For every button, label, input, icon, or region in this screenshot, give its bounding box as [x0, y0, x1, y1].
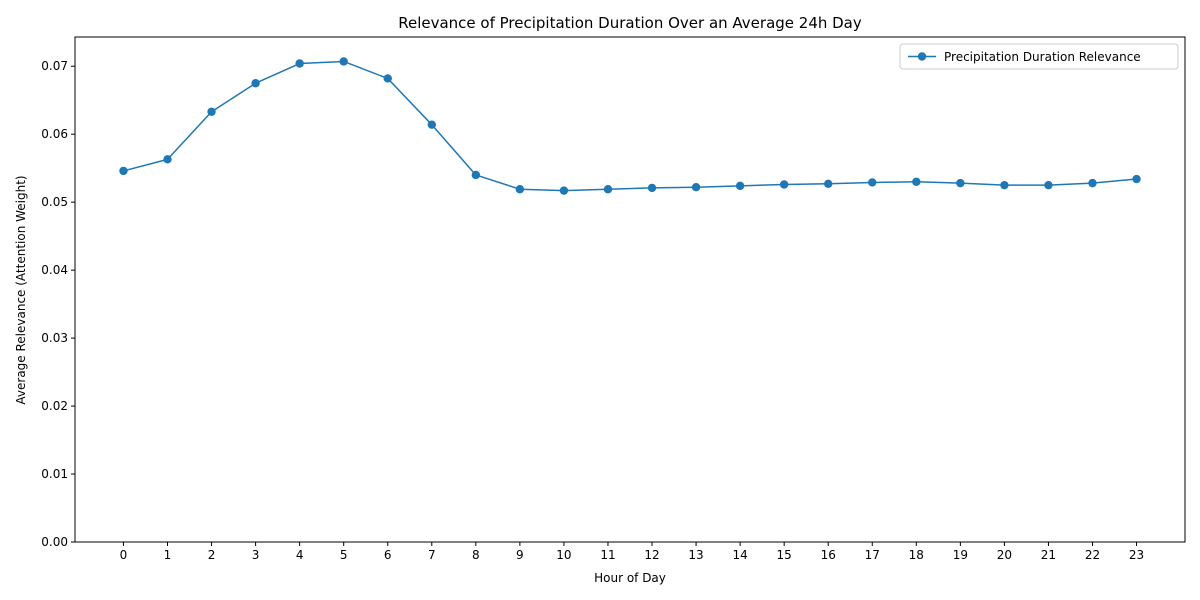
- x-tick-label: 7: [428, 548, 436, 562]
- series-layer: [119, 57, 1141, 195]
- data-point: [515, 185, 525, 194]
- x-tick-label: 15: [777, 548, 792, 562]
- y-axis: 0.00 0.01 0.02 0.03 0.04 0.05 0.06 0.07: [41, 59, 75, 549]
- data-point: [295, 59, 304, 68]
- x-tick-label: 12: [644, 548, 659, 562]
- x-tick-label: 6: [384, 548, 392, 562]
- data-point: [1044, 180, 1053, 190]
- data-point: [1000, 180, 1009, 190]
- data-point: [339, 57, 348, 66]
- x-tick-label: 3: [252, 548, 260, 562]
- x-tick-label: 5: [340, 548, 348, 562]
- legend-box: [899, 43, 1179, 70]
- x-tick-label: 18: [909, 548, 924, 562]
- y-tick-label: 0.05: [41, 195, 68, 209]
- x-tick-label: 17: [865, 548, 880, 562]
- data-point: [691, 183, 701, 192]
- data-point: [207, 107, 216, 116]
- y-tick-label: 0.00: [41, 535, 68, 549]
- legend: Precipitation Duration Relevance: [899, 43, 1179, 70]
- data-point: [471, 170, 481, 180]
- y-tick-label: 0.04: [41, 263, 68, 277]
- x-tick-label: 8: [472, 548, 480, 562]
- x-tick-label: 2: [208, 548, 216, 562]
- data-point: [163, 155, 172, 164]
- data-point: [647, 183, 657, 193]
- data-point: [603, 185, 613, 194]
- y-tick-label: 0.03: [41, 331, 68, 345]
- data-point: [956, 178, 965, 188]
- data-point: [427, 120, 436, 129]
- y-tick-label: 0.06: [41, 127, 68, 141]
- x-tick-label: 23: [1129, 548, 1144, 562]
- plot-frame: [74, 36, 1186, 543]
- y-tick-label: 0.07: [41, 59, 68, 73]
- data-point: [824, 179, 833, 189]
- chart-title: Relevance of Precipitation Duration Over…: [398, 14, 862, 32]
- data-point: [1088, 178, 1097, 188]
- x-axis-label: Hour of Day: [594, 571, 666, 585]
- x-tick-label: 22: [1085, 548, 1100, 562]
- series-line: [123, 60, 1137, 192]
- data-point: [559, 186, 569, 195]
- x-tick-label: 13: [688, 548, 703, 562]
- x-axis: 0 1 2 3 4 5 6 7 8 9 10 11 12 13 14 15 16 17 18 19 20 21 22 23: [120, 542, 1144, 562]
- x-tick-label: 4: [296, 548, 304, 562]
- x-tick-label: 14: [732, 548, 747, 562]
- x-tick-label: 10: [556, 548, 571, 562]
- data-point: [912, 177, 921, 186]
- x-tick-label: 19: [953, 548, 968, 562]
- data-point: [251, 79, 260, 88]
- x-tick-label: 16: [821, 548, 836, 562]
- x-tick-label: 21: [1041, 548, 1056, 562]
- data-point: [779, 180, 789, 189]
- legend-marker: [917, 52, 927, 61]
- y-axis-label: Average Relevance (Attention Weight): [14, 175, 28, 404]
- y-tick-label: 0.01: [41, 467, 68, 481]
- data-point: [735, 181, 745, 191]
- x-tick-label: 9: [516, 548, 524, 562]
- legend-label: Precipitation Duration Relevance: [944, 50, 1141, 64]
- data-point: [868, 178, 877, 187]
- x-tick-label: 11: [600, 548, 615, 562]
- x-tick-label: 0: [120, 548, 128, 562]
- data-point: [119, 166, 128, 176]
- x-tick-label: 1: [164, 548, 172, 562]
- data-point: [383, 74, 392, 83]
- x-tick-label: 20: [997, 548, 1012, 562]
- data-point: [1132, 174, 1141, 184]
- y-tick-label: 0.02: [41, 399, 68, 413]
